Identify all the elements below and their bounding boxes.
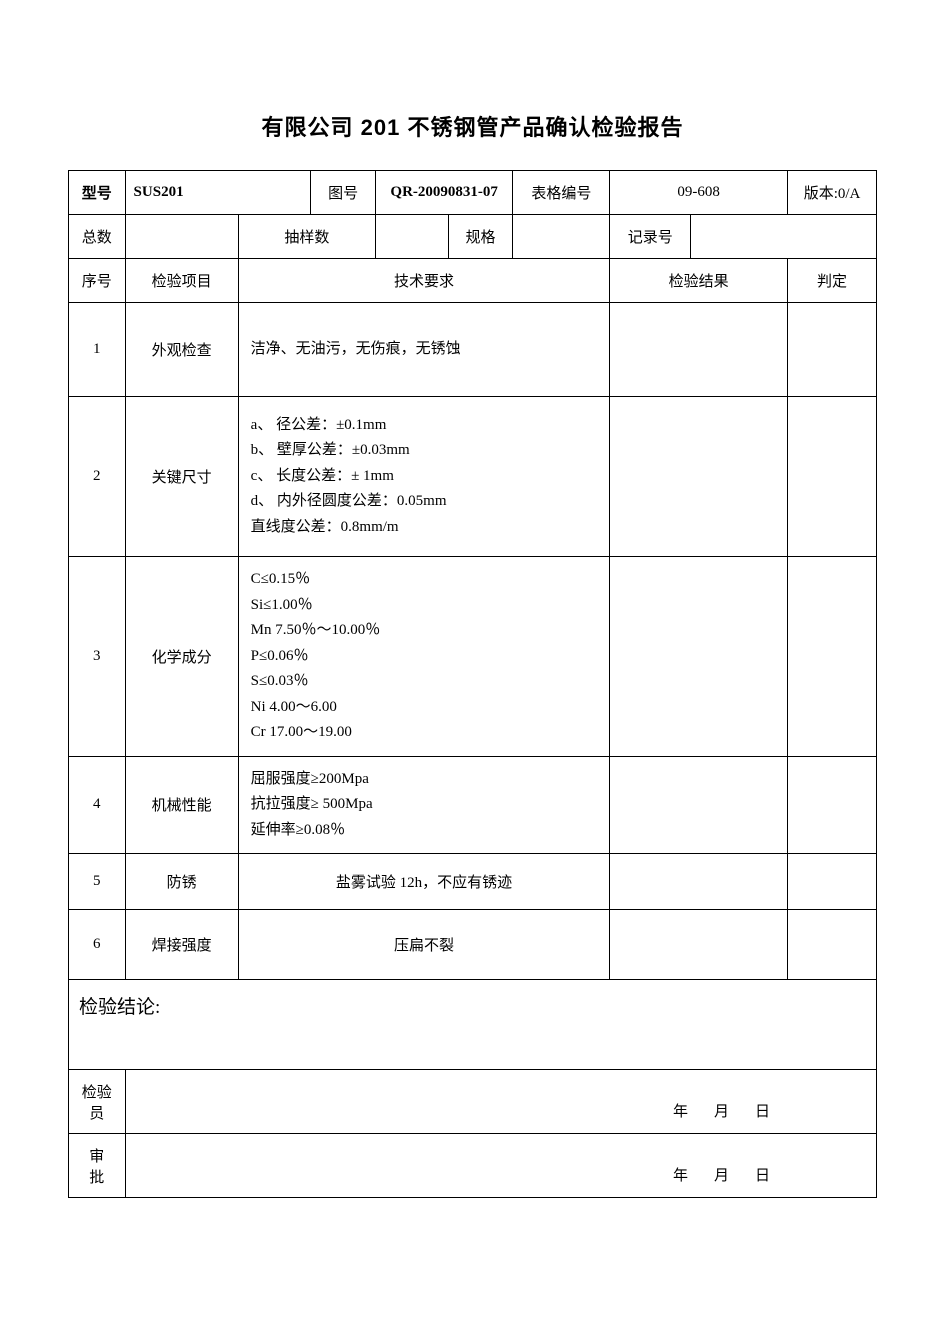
cell-item: 机械性能 [125,756,238,854]
inspector-sign-cell: 年月日 [125,1070,876,1134]
approve-sign-cell: 年月日 [125,1134,876,1198]
cell-result [610,397,788,557]
cell-result [610,557,788,757]
label-record: 记录号 [610,215,691,259]
col-req: 技术要求 [238,259,610,303]
label-total: 总数 [69,215,126,259]
value-model: SUS201 [125,171,311,215]
cell-judge [788,303,877,397]
col-result: 检验结果 [610,259,788,303]
label-model: 型号 [69,171,126,215]
cell-req: 屈服强度≥200Mpa 抗拉强度≥ 500Mpa 延伸率≥0.08％ [238,756,610,854]
col-seq: 序号 [69,259,126,303]
value-total [125,215,238,259]
label-approve: 审 批 [69,1134,126,1198]
cell-req: 压扁不裂 [238,910,610,980]
col-item: 检验项目 [125,259,238,303]
inspection-table: 型号 SUS201 图号 QR-20090831-07 表格编号 09-608 … [68,170,877,1198]
cell-req: a、 径公差：±0.1mm b、 壁厚公差：±0.03mm c、 长度公差：± … [238,397,610,557]
cell-req: 洁净、无油污，无伤痕，无锈蚀 [238,303,610,397]
date-ymd: 年月日 [673,1100,796,1121]
table-row: 4 机械性能 屈服强度≥200Mpa 抗拉强度≥ 500Mpa 延伸率≥0.08… [69,756,877,854]
col-judge: 判定 [788,259,877,303]
cell-seq: 1 [69,303,126,397]
cell-judge [788,910,877,980]
cell-result [610,910,788,980]
cell-seq: 2 [69,397,126,557]
value-drawing: QR-20090831-07 [376,171,513,215]
cell-judge [788,557,877,757]
cell-item: 关键尺寸 [125,397,238,557]
table-row: 3 化学成分 C≤0.15％ Si≤1.00％ Mn 7.50％～10.00％ … [69,557,877,757]
value-record [691,215,877,259]
table-row: 1 外观检查 洁净、无油污，无伤痕，无锈蚀 [69,303,877,397]
label-formno: 表格编号 [513,171,610,215]
cell-result [610,756,788,854]
cell-result [610,854,788,910]
cell-seq: 3 [69,557,126,757]
cell-judge [788,756,877,854]
table-row: 5 防锈 盐雾试验 12h，不应有锈迹 [69,854,877,910]
label-sample: 抽样数 [238,215,375,259]
cell-req: 盐雾试验 12h，不应有锈迹 [238,854,610,910]
table-row: 2 关键尺寸 a、 径公差：±0.1mm b、 壁厚公差：±0.03mm c、 … [69,397,877,557]
cell-item: 防锈 [125,854,238,910]
cell-result [610,303,788,397]
cell-req: C≤0.15％ Si≤1.00％ Mn 7.50％～10.00％ P≤0.06％… [238,557,610,757]
conclusion-cell: 检验结论: [69,980,877,1070]
cell-item: 焊接强度 [125,910,238,980]
value-spec [513,215,610,259]
table-row: 6 焊接强度 压扁不裂 [69,910,877,980]
cell-item: 外观检查 [125,303,238,397]
cell-seq: 6 [69,910,126,980]
label-spec: 规格 [448,215,513,259]
cell-judge [788,854,877,910]
value-formno: 09-608 [610,171,788,215]
date-ymd: 年月日 [673,1164,796,1185]
label-drawing: 图号 [311,171,376,215]
label-inspector: 检验员 [69,1070,126,1134]
cell-seq: 5 [69,854,126,910]
label-version: 版本:0/A [788,171,877,215]
cell-item: 化学成分 [125,557,238,757]
report-title: 有限公司 201 不锈钢管产品确认检验报告 [68,110,877,142]
cell-judge [788,397,877,557]
value-sample [376,215,449,259]
cell-seq: 4 [69,756,126,854]
